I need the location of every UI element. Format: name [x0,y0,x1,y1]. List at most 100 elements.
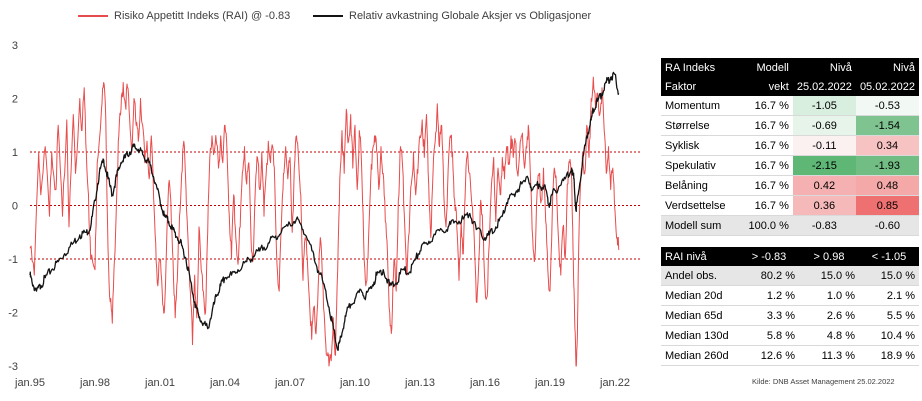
rai-row-label: Median 130d [661,325,739,346]
rai-value-above-high: 1.0 % [799,285,859,306]
factor-level-previous: 0.85 [855,195,919,216]
factor-level-current: -0.11 [792,135,856,156]
factor-level-current: 0.36 [792,195,856,216]
header-modell: Modell [743,58,793,77]
rai-value-above-high: 15.0 % [799,266,859,286]
rai-row-label: Andel obs. [661,266,739,286]
header-niva-1: Nivå [792,58,856,77]
rai-row: Median 130d 5.8 % 4.8 % 10.4 % [661,325,919,346]
factor-weight: 16.7 % [743,135,793,156]
header-above-high: > 0.98 [799,247,859,266]
legend-rel-swatch [313,15,343,17]
factor-table-header-1: RA Indeks Modell Nivå Nivå [661,58,919,77]
factor-weight: 16.7 % [743,175,793,196]
header-vekt: vekt [743,77,793,96]
rai-table: RAI nivå > -0.83 > 0.98 < -1.05 Andel ob… [661,247,919,366]
x-tick-label: jan.98 [79,377,110,389]
header-date-2: 05.02.2022 [855,77,919,96]
rai-row: Andel obs. 80.2 % 15.0 % 15.0 % [661,266,919,286]
rai-value-above-current: 1.2 % [739,285,799,306]
header-above-current: > -0.83 [739,247,799,266]
factor-level-previous: -1.54 [855,115,919,136]
rai-row-label: Median 20d [661,285,739,306]
x-tick-label: jan.16 [469,377,500,389]
factor-name: Spekulativ [661,155,744,176]
y-tick-label: 1 [12,147,18,159]
factor-name: Belåning [661,175,744,196]
x-tick-label: jan.19 [534,377,565,389]
rai-value-below-low: 15.0 % [859,266,919,286]
factor-table-header-2: Faktor vekt 25.02.2022 05.02.2022 [661,77,919,96]
rai-table-header: RAI nivå > -0.83 > 0.98 < -1.05 [661,247,919,266]
sum-level-previous: -0.60 [855,215,919,236]
y-tick-label: -2 [8,308,18,320]
factor-row: Størrelse 16.7 % -0.69 -1.54 [661,115,919,136]
header-niva-2: Nivå [855,58,919,77]
y-tick-label: -3 [8,361,18,373]
rai-value-above-current: 12.6 % [739,345,799,366]
legend-rel-label: Relativ avkastning Globale Aksjer vs Obl… [349,10,592,22]
sum-weight: 100.0 % [743,215,793,236]
factor-level-previous: 0.48 [855,175,919,196]
rai-value-below-low: 18.9 % [859,345,919,366]
source-note: Kilde: DNB Asset Management 25.02.2022 [752,377,895,386]
x-tick-label: jan.07 [274,377,305,389]
rai-value-above-high: 4.8 % [799,325,859,346]
rai-value-above-current: 80.2 % [739,266,799,286]
rai-value-above-current: 3.3 % [739,305,799,326]
rai-row: Median 260d 12.6 % 11.3 % 18.9 % [661,345,919,366]
header-below-low: < -1.05 [859,247,919,266]
rai-row: Median 20d 1.2 % 1.0 % 2.1 % [661,285,919,306]
factor-weight: 16.7 % [743,96,793,116]
factor-row: Syklisk 16.7 % -0.11 0.34 [661,135,919,156]
factor-row: Belåning 16.7 % 0.42 0.48 [661,175,919,196]
factor-name: Verdsettelse [661,195,744,216]
header-ra-indeks: RA Indeks [661,58,744,77]
factor-row: Spekulativ 16.7 % -2.15 -1.93 [661,155,919,176]
factor-level-previous: 0.34 [855,135,919,156]
x-tick-label: jan.13 [404,377,435,389]
factor-level-current: 0.42 [792,175,856,196]
rai-value-above-high: 2.6 % [799,305,859,326]
legend-rel: Relativ avkastning Globale Aksjer vs Obl… [313,10,591,22]
rai-row: Median 65d 3.3 % 2.6 % 5.5 % [661,305,919,326]
factor-weight: 16.7 % [743,195,793,216]
factor-table: RA Indeks Modell Nivå Nivå Faktor vekt 2… [661,58,919,236]
x-tick-label: jan.10 [339,377,370,389]
y-tick-label: 2 [12,94,18,106]
sum-level-current: -0.83 [792,215,856,236]
factor-row: Momentum 16.7 % -1.05 -0.53 [661,96,919,116]
legend-rai-swatch [78,15,108,17]
factor-row: Verdsettelse 16.7 % 0.36 0.85 [661,195,919,216]
y-tick-label: 0 [12,201,18,213]
rai-value-below-low: 2.1 % [859,285,919,306]
factor-name: Syklisk [661,135,744,156]
rai-value-below-low: 5.5 % [859,305,919,326]
rai-row-label: Median 260d [661,345,739,366]
rai-value-above-current: 5.8 % [739,325,799,346]
rai-value-above-high: 11.3 % [799,345,859,366]
header-rai-niva: RAI nivå [661,247,739,266]
factor-level-previous: -1.93 [855,155,919,176]
factor-weight: 16.7 % [743,115,793,136]
series-rai-line [29,76,620,367]
rai-row-label: Median 65d [661,305,739,326]
legend-rai: Risiko Appetitt Indeks (RAI) @ -0.83 [78,10,290,22]
legend-rai-label: Risiko Appetitt Indeks (RAI) @ -0.83 [114,10,291,22]
series-relative-return-line [29,71,620,351]
rai-value-below-low: 10.4 % [859,325,919,346]
header-date-1: 25.02.2022 [792,77,856,96]
factor-name: Størrelse [661,115,744,136]
x-tick-label: jan.01 [144,377,175,389]
factor-level-previous: -0.53 [855,96,919,116]
x-tick-label: jan.22 [599,377,630,389]
x-tick-label: jan.04 [209,377,240,389]
factor-name: Momentum [661,96,744,116]
line-chart: 3 2 1 0 -1 -2 -3 jan.95 jan.98 jan.01 jan.04 jan.07… [8,40,640,389]
header-faktor: Faktor [661,77,744,96]
factor-weight: 16.7 % [743,155,793,176]
factor-level-current: -1.05 [792,96,856,116]
sum-label: Modell sum [661,215,744,236]
y-tick-label: 3 [12,40,18,52]
factor-level-current: -2.15 [792,155,856,176]
